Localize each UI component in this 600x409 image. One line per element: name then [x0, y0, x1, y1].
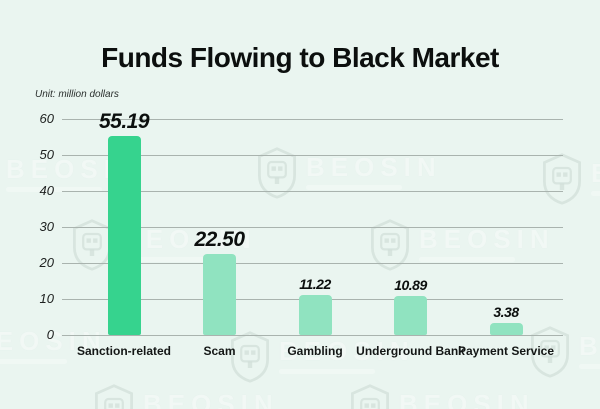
gridline-y-30 — [62, 227, 563, 228]
y-axis-tick-label: 10 — [39, 291, 54, 306]
value-label: 10.89 — [394, 276, 427, 293]
y-axis-tick-label: 20 — [39, 255, 54, 270]
bar-sanction-related — [107, 136, 141, 335]
x-axis-category-label: Payment Service — [457, 344, 555, 358]
y-axis-tick-label: 30 — [39, 219, 54, 234]
gridline-y-20 — [62, 263, 563, 264]
bar-scam — [203, 254, 236, 335]
x-axis-category-label: Sanction-related — [76, 344, 172, 358]
y-axis-tick-label: 40 — [39, 183, 54, 198]
x-axis-category-label: Gambling — [287, 344, 343, 358]
gridline-y-60 — [62, 119, 563, 120]
x-axis-category-label: Scam — [203, 344, 236, 358]
bar-payment-service — [489, 322, 523, 335]
y-axis-tick-label: 60 — [39, 111, 54, 126]
y-axis-tick-label: 0 — [46, 327, 54, 342]
gridline-y-40 — [62, 191, 563, 192]
x-axis-category-label: Underground Bank — [356, 344, 465, 358]
bar-gambling — [298, 294, 332, 335]
gridline-y-50 — [62, 155, 563, 156]
y-axis-tick-label: 50 — [39, 147, 54, 162]
unit-label: Unit: million dollars — [35, 89, 119, 100]
value-label: 22.50 — [194, 228, 245, 251]
value-label: 11.22 — [299, 275, 331, 292]
value-label: 55.19 — [98, 110, 150, 134]
gridline-y-0 — [62, 335, 563, 336]
chart-title: Funds Flowing to Black Market — [101, 42, 499, 73]
bar-underground-bank — [394, 295, 427, 335]
value-label: 3.38 — [493, 303, 519, 320]
